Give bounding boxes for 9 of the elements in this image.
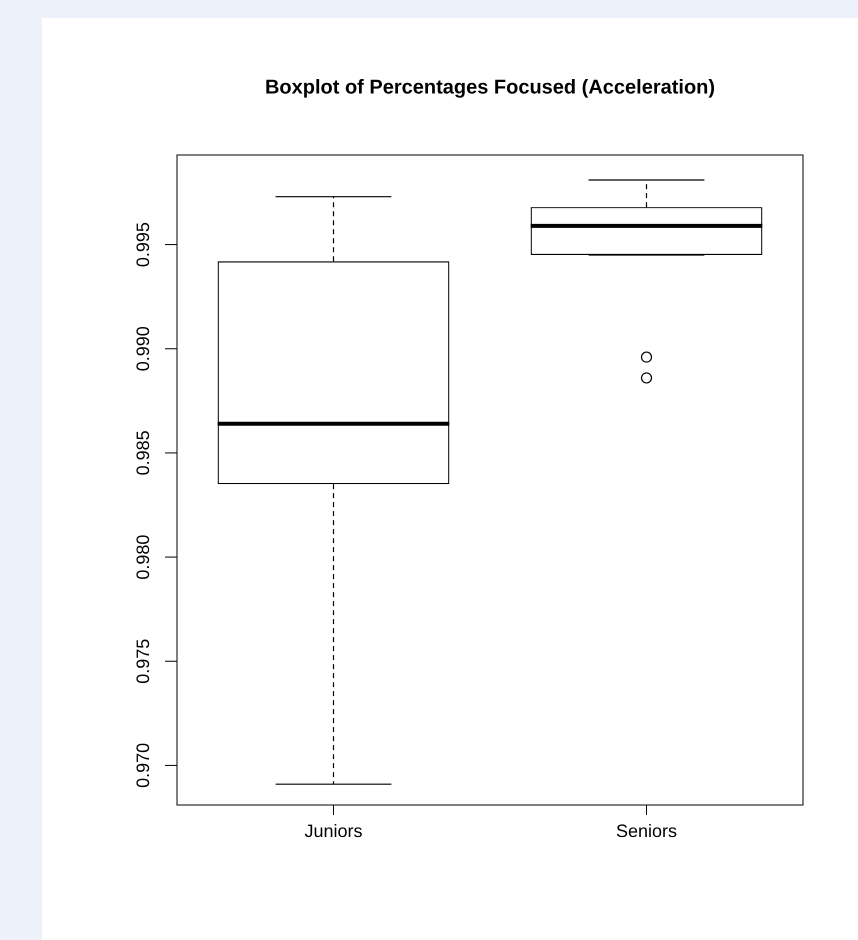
y-tick-label: 0.970 — [132, 742, 153, 788]
y-tick-label: 0.985 — [132, 430, 153, 476]
y-tick-label: 0.975 — [132, 638, 153, 684]
x-tick-label: Juniors — [304, 820, 363, 841]
y-tick-label: 0.980 — [132, 534, 153, 580]
chart-title: Boxplot of Percentages Focused (Acceleration) — [264, 76, 716, 99]
x-tick-label: Seniors — [616, 820, 678, 841]
y-tick-label: 0.990 — [132, 326, 153, 372]
y-tick-label: 0.995 — [132, 222, 153, 268]
